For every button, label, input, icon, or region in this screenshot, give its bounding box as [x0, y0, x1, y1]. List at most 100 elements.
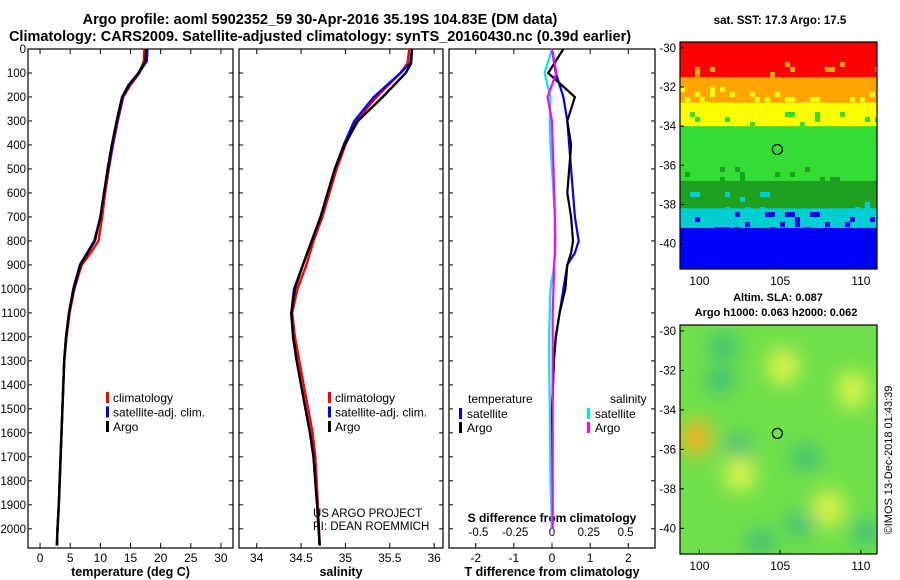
sla-lon-label: 100 [689, 559, 709, 573]
sst-pixel [715, 227, 720, 232]
sst-pixel [835, 127, 840, 132]
temperature-frame [27, 48, 234, 549]
salinity-xtick-label: 35 [339, 551, 353, 565]
sla-lon-label: 110 [851, 559, 870, 573]
sst-pixel [815, 232, 820, 237]
sst-pixel [680, 87, 685, 92]
sst-pixel [835, 77, 840, 82]
sst-pixel [865, 237, 870, 242]
sla-lat-label: -38 [659, 484, 676, 496]
sst-pixel [805, 237, 810, 242]
sst-pixel [685, 162, 690, 167]
sst-pixel [730, 77, 735, 82]
sla-lat-label: -40 [659, 523, 676, 535]
sst-pixel [875, 117, 877, 122]
salinity-series-argo [290, 48, 414, 546]
sst-pixel [815, 142, 820, 147]
sst-pixel [795, 242, 800, 247]
sst-pixel [800, 82, 805, 87]
sst-pixel [725, 147, 730, 152]
difference-legend-label: Argo [595, 421, 621, 435]
sst-pixel [850, 57, 855, 62]
sst-pixel [810, 212, 815, 217]
sla-lat-label: -32 [659, 365, 676, 377]
sst-pixel [770, 57, 775, 62]
sst-pixel [810, 127, 815, 132]
sst-pixel [805, 167, 810, 172]
depth-tick-label: 300 [7, 116, 26, 128]
sst-pixel [790, 97, 795, 102]
sst-pixel [700, 147, 705, 152]
sst-pixel [815, 212, 820, 217]
sla-feature-teal [747, 531, 774, 554]
sst-pixel [790, 67, 795, 72]
sst-pixel [700, 82, 705, 87]
sst-pixel [820, 267, 825, 269]
sst-pixel [685, 172, 690, 177]
sla-feature-teal [710, 335, 737, 358]
salinity-xtick-label: 34 [250, 551, 264, 565]
sst-pixel [850, 132, 855, 137]
sla-profile-marker [771, 427, 783, 439]
sst-pixel [865, 207, 870, 212]
sst-pixel [845, 127, 850, 132]
sst-pixel [860, 82, 865, 87]
sla-map-field [680, 325, 877, 554]
sst-pixel [690, 47, 695, 52]
sst-pixel [700, 107, 705, 112]
sla-map-title-line-2: Argo h1000: 0.063 h2000: 0.062 [695, 307, 858, 319]
sst-pixel [840, 62, 845, 67]
sst-pixel [835, 177, 840, 182]
depth-tick-label: 1400 [0, 380, 26, 392]
temperature-series-climatology [55, 48, 146, 546]
sst-pixel [740, 172, 745, 177]
sst-pixel [745, 222, 750, 227]
sst-pixel [725, 192, 730, 197]
sst-pixel [845, 222, 850, 227]
sst-pixel [710, 67, 715, 72]
sst-pixel [860, 187, 865, 192]
sst-pixel [835, 57, 840, 62]
difference-series-salinity-argo [546, 48, 558, 529]
sla-blobs [681, 335, 877, 554]
sst-pixel [810, 97, 815, 102]
sst-pixel [785, 62, 790, 67]
sst-pixel [815, 97, 820, 102]
depth-tick-label: 1600 [0, 428, 26, 440]
sst-lat-label: -40 [659, 239, 676, 251]
sst-pixel [865, 137, 870, 142]
sst-pixel [795, 262, 800, 267]
sst-pixel [735, 57, 740, 62]
sst-pixel [795, 222, 800, 227]
sst-pixel [710, 157, 715, 162]
sst-pixel [725, 227, 730, 232]
sst-pixel [855, 52, 860, 57]
sst-pixel [855, 242, 860, 247]
sst-pixel [720, 227, 725, 232]
sst-pixel [760, 47, 765, 52]
temperature-legend-label: satellite-adj. clim. [113, 406, 205, 420]
salinity-legend-label: Argo [335, 420, 361, 434]
difference-x2tick-label: -0.5 [469, 527, 489, 539]
sst-pixel [820, 237, 825, 242]
depth-tick-label: 800 [7, 236, 26, 248]
credit-pi: PI: DEAN ROEMMICH [313, 521, 429, 533]
sst-lon-label: 100 [689, 274, 709, 288]
sst-pixel [700, 57, 705, 62]
sst-pixel [695, 192, 700, 197]
depth-tick-label: 1700 [0, 452, 26, 464]
sst-pixel [765, 192, 770, 197]
sla-feature-orange [681, 419, 712, 456]
depth-tick-label: 600 [7, 188, 26, 200]
sst-pixel [770, 227, 775, 232]
sst-pixel [815, 242, 820, 247]
sst-pixel [830, 57, 835, 62]
sst-pixel [695, 117, 700, 122]
depth-tick-label: 100 [7, 68, 26, 80]
depth-tick-label: 1500 [0, 404, 26, 416]
sst-pixel [755, 97, 760, 102]
sst-pixel [780, 242, 785, 247]
temperature-xtick-label: 5 [67, 551, 74, 565]
sst-pixel [765, 212, 770, 217]
